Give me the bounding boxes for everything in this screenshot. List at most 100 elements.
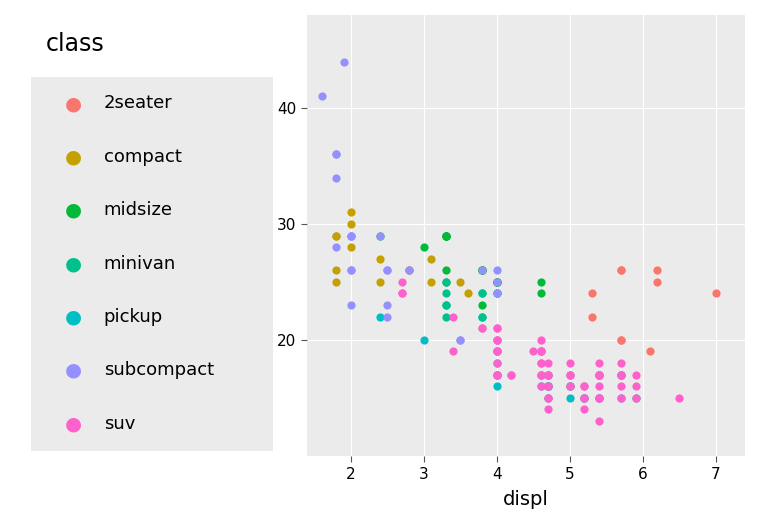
subcompact	[345, 266, 357, 274]
suv	[593, 371, 605, 379]
suv	[491, 359, 503, 367]
pickup	[535, 371, 547, 379]
subcompact	[381, 301, 393, 309]
suv	[447, 312, 459, 321]
Text: ●: ●	[65, 361, 81, 380]
suv	[629, 382, 641, 390]
subcompact	[330, 174, 343, 182]
subcompact	[491, 278, 503, 286]
2seater	[614, 336, 627, 344]
suv	[614, 359, 627, 367]
subcompact	[381, 266, 393, 274]
suv	[542, 382, 554, 390]
compact	[374, 278, 386, 286]
2seater	[614, 336, 627, 344]
2seater	[644, 347, 656, 355]
compact	[330, 231, 343, 240]
pickup	[542, 394, 554, 402]
suv	[593, 371, 605, 379]
subcompact	[316, 92, 328, 100]
suv	[491, 347, 503, 355]
suv	[476, 324, 488, 332]
suv	[491, 347, 503, 355]
suv	[491, 336, 503, 344]
minivan	[491, 289, 503, 297]
Y-axis label: hwy: hwy	[250, 216, 268, 255]
minivan	[491, 289, 503, 297]
suv	[578, 394, 591, 402]
Text: suv: suv	[104, 415, 135, 433]
midsize	[535, 278, 547, 286]
compact	[330, 266, 343, 274]
Text: ●: ●	[65, 414, 81, 433]
suv	[578, 382, 591, 390]
suv	[614, 394, 627, 402]
suv	[535, 371, 547, 379]
suv	[476, 324, 488, 332]
suv	[614, 371, 627, 379]
Text: class: class	[46, 32, 104, 56]
suv	[542, 405, 554, 413]
compact	[345, 208, 357, 217]
midsize	[439, 231, 452, 240]
midsize	[439, 231, 452, 240]
suv	[491, 371, 503, 379]
suv	[564, 382, 576, 390]
pickup	[578, 394, 591, 402]
suv	[491, 336, 503, 344]
suv	[535, 347, 547, 355]
minivan	[439, 301, 452, 309]
pickup	[593, 394, 605, 402]
Text: ●: ●	[65, 308, 81, 327]
suv	[673, 394, 686, 402]
pickup	[614, 371, 627, 379]
Text: ●: ●	[65, 201, 81, 220]
compact	[455, 278, 467, 286]
compact	[425, 278, 438, 286]
pickup	[564, 382, 576, 390]
suv	[535, 359, 547, 367]
Text: 2seater: 2seater	[104, 95, 173, 113]
pickup	[491, 371, 503, 379]
midsize	[491, 278, 503, 286]
subcompact	[330, 151, 343, 159]
suv	[542, 394, 554, 402]
suv	[491, 371, 503, 379]
pickup	[542, 382, 554, 390]
midsize	[476, 301, 488, 309]
suv	[535, 347, 547, 355]
suv	[564, 371, 576, 379]
suv	[542, 394, 554, 402]
subcompact	[455, 336, 467, 344]
subcompact	[491, 266, 503, 274]
pickup	[542, 371, 554, 379]
compact	[403, 266, 415, 274]
suv	[564, 382, 576, 390]
compact	[462, 289, 474, 297]
Text: ●: ●	[65, 254, 81, 273]
pickup	[564, 371, 576, 379]
suv	[505, 371, 518, 379]
Text: subcompact: subcompact	[104, 361, 214, 379]
suv	[527, 347, 539, 355]
minivan	[439, 278, 452, 286]
pickup	[374, 312, 386, 321]
subcompact	[330, 151, 343, 159]
compact	[374, 254, 386, 263]
subcompact	[403, 266, 415, 274]
pickup	[614, 371, 627, 379]
pickup	[491, 359, 503, 367]
suv	[491, 324, 503, 332]
Text: pickup: pickup	[104, 308, 163, 326]
suv	[578, 394, 591, 402]
midsize	[418, 243, 430, 251]
midsize	[439, 266, 452, 274]
suv	[491, 324, 503, 332]
midsize	[439, 278, 452, 286]
subcompact	[374, 231, 386, 240]
suv	[447, 347, 459, 355]
pickup	[564, 394, 576, 402]
compact	[403, 266, 415, 274]
pickup	[535, 382, 547, 390]
subcompact	[476, 266, 488, 274]
